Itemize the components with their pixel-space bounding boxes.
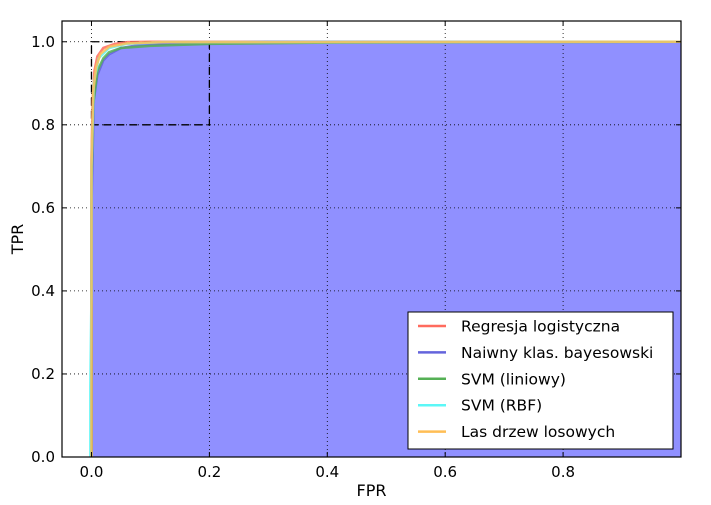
x-tick-label: 0.8 [551,463,575,481]
legend-label-5: Las drzew losowych [461,423,615,441]
x-tick-label: 0.2 [197,463,221,481]
legend-label-2: Naiwny klas. bayesowski [461,344,653,362]
legend-label-4: SVM (RBF) [461,397,542,415]
y-axis-title: TPR [8,224,27,256]
plot-frame [61,20,682,458]
series-line-5 [90,40,682,457]
legend-box [407,311,674,450]
ticks-layer: 0.0 0.2 0.4 0.6 0.8 0.0 0.2 0.4 0.6 0.8 1.0 [31,21,681,481]
x-tick-label: 0.6 [433,463,457,481]
y-tick-label: 0.0 [31,448,55,466]
legend-label-1: Regresja logistyczna [461,318,620,336]
y-tick-label: 1.0 [31,33,55,51]
y-tick-label: 0.6 [31,199,55,217]
series-layer [89,40,682,457]
y-tick-label: 0.4 [31,282,55,300]
x-axis-title: FPR [357,481,387,500]
legend-label-3: SVM (liniowy) [461,370,566,388]
y-tick-label: 0.2 [31,365,55,383]
y-tick-label: 0.8 [31,116,55,134]
x-tick-label: 0.0 [80,463,104,481]
x-tick-label: 0.4 [315,463,339,481]
legend: Regresja logistyczna Naiwny klas. bayesow… [407,311,674,450]
legend-items: Regresja logistyczna Naiwny klas. bayesow… [418,318,653,441]
